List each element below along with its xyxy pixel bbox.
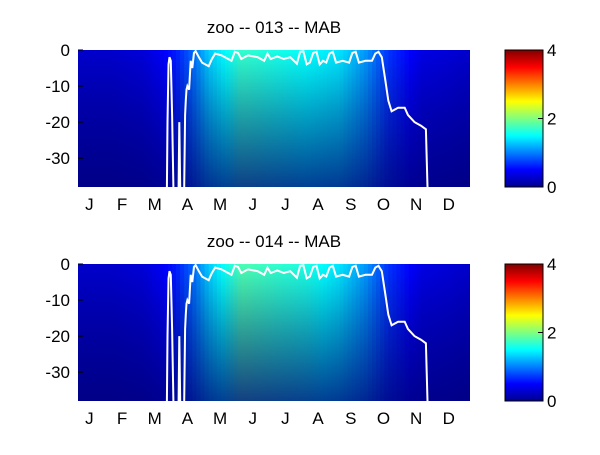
heatmap-area bbox=[78, 264, 470, 401]
y-tick-label: -10 bbox=[45, 77, 70, 96]
colorbar bbox=[504, 49, 544, 188]
y-tick-label: 0 bbox=[61, 255, 70, 274]
y-tick-label: -30 bbox=[45, 149, 70, 168]
x-tick-label: A bbox=[182, 195, 194, 214]
chart-title: zoo -- 014 -- MAB bbox=[207, 232, 341, 251]
chart-title: zoo -- 013 -- MAB bbox=[207, 18, 341, 37]
x-tick-label: A bbox=[182, 409, 194, 428]
colorbar-tick-label: 0 bbox=[547, 178, 556, 197]
x-tick-label: J bbox=[281, 195, 290, 214]
colorbar-tick-label: 2 bbox=[547, 110, 556, 129]
y-axis-ticks: 0 -10 -20 -30 bbox=[45, 41, 83, 168]
y-axis-ticks: 0 -10 -20 -30 bbox=[45, 255, 83, 382]
x-tick-label: J bbox=[85, 409, 94, 428]
x-tick-label: F bbox=[117, 409, 127, 428]
x-tick-label: J bbox=[85, 195, 94, 214]
x-tick-label: A bbox=[312, 409, 324, 428]
depth-shading bbox=[78, 50, 470, 187]
colorbar-tick-label: 4 bbox=[547, 255, 556, 274]
x-tick-label: O bbox=[377, 409, 390, 428]
contour-line bbox=[165, 264, 429, 401]
x-tick-label: M bbox=[148, 195, 162, 214]
x-tick-label: D bbox=[443, 195, 455, 214]
x-tick-label: F bbox=[117, 195, 127, 214]
colorbar-ticks: 0 2 4 bbox=[538, 41, 556, 197]
x-tick-label: M bbox=[213, 409, 227, 428]
x-tick-label: J bbox=[281, 409, 290, 428]
x-tick-label: M bbox=[148, 409, 162, 428]
contour-line bbox=[165, 50, 429, 187]
y-tick-label: -20 bbox=[45, 113, 70, 132]
colorbar-tick-label: 4 bbox=[547, 41, 556, 60]
x-tick-label: O bbox=[377, 195, 390, 214]
x-tick-label: S bbox=[345, 195, 356, 214]
x-tick-label: J bbox=[249, 409, 258, 428]
x-tick-label: M bbox=[213, 195, 227, 214]
x-tick-label: A bbox=[312, 195, 324, 214]
y-tick-label: -30 bbox=[45, 363, 70, 382]
x-tick-label: D bbox=[443, 409, 455, 428]
colorbar-tick-label: 0 bbox=[547, 392, 556, 411]
y-tick-label: -10 bbox=[45, 291, 70, 310]
colorbar-ticks: 0 2 4 bbox=[538, 255, 556, 411]
y-tick-label: 0 bbox=[61, 41, 70, 60]
x-tick-label: J bbox=[249, 195, 258, 214]
x-tick-label: N bbox=[410, 409, 422, 428]
x-tick-label: S bbox=[345, 409, 356, 428]
colorbar bbox=[504, 263, 544, 402]
colorbar-tick-label: 2 bbox=[547, 324, 556, 343]
depth-shading bbox=[78, 264, 470, 401]
x-tick-label: N bbox=[410, 195, 422, 214]
y-tick-label: -20 bbox=[45, 327, 70, 346]
heatmap-area bbox=[78, 50, 470, 187]
